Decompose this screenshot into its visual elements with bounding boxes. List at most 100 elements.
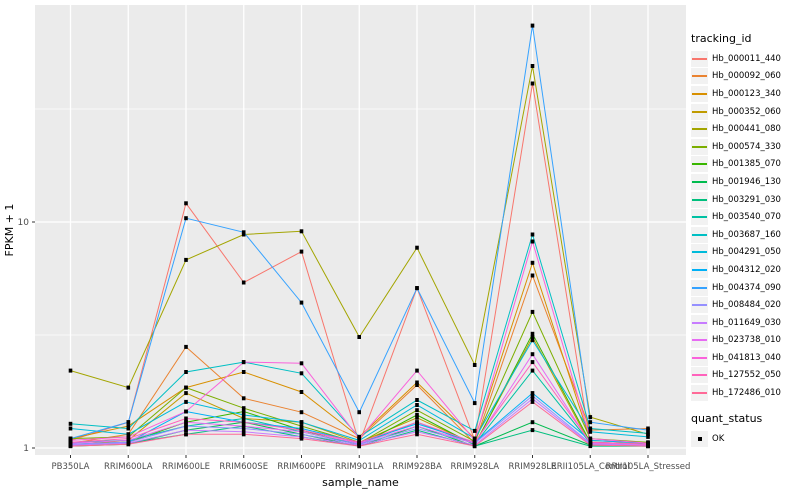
legend-item-label: Hb_023738_010 <box>712 335 781 346</box>
legend-item-label: Hb_001385_070 <box>712 159 781 170</box>
data-point <box>415 415 419 420</box>
data-point <box>184 370 188 374</box>
legend-key-box <box>691 103 708 120</box>
legend-key-box <box>691 156 708 173</box>
data-point <box>530 396 535 401</box>
data-point <box>530 428 535 433</box>
legend-item-label: Hb_008484_020 <box>712 300 781 311</box>
data-point <box>472 363 477 367</box>
series-color-line-icon <box>692 374 707 377</box>
legend-key-box <box>691 244 708 261</box>
series-color-line-icon <box>692 110 707 113</box>
series-color-line-icon <box>692 286 707 289</box>
data-point <box>588 426 593 431</box>
data-point <box>68 421 73 426</box>
data-point <box>646 444 650 449</box>
legend-item-label: Hb_011649_030 <box>712 317 781 328</box>
data-point <box>241 429 246 434</box>
legend-key-box <box>691 314 708 331</box>
legend-item: Hb_000011_440 <box>691 50 799 68</box>
data-point <box>530 260 535 265</box>
data-point <box>126 426 131 431</box>
data-point <box>415 383 419 387</box>
legend-item: Hb_023738_010 <box>691 332 799 350</box>
data-point <box>415 380 419 385</box>
legend-panel: tracking_id Hb_000011_440 Hb_000092_060 Hb… <box>691 28 799 447</box>
data-point <box>472 440 477 445</box>
data-point <box>472 428 477 433</box>
data-point <box>415 403 419 407</box>
series-color-line-icon <box>692 92 707 95</box>
legend-key-box <box>691 226 708 243</box>
series-color-line-icon <box>692 251 707 254</box>
data-point <box>184 385 188 390</box>
data-point <box>530 335 535 339</box>
legend-item-label: Hb_003291_030 <box>712 194 781 205</box>
legend-item-label: Hb_000011_440 <box>712 53 781 64</box>
series-color-line-icon <box>692 392 707 395</box>
series-color-line-icon <box>692 57 707 60</box>
data-point <box>415 398 419 402</box>
series-color-line-icon <box>692 356 707 359</box>
data-point <box>530 399 535 404</box>
legend-section-quant-status: quant_status OK <box>691 408 799 448</box>
data-point <box>646 428 650 433</box>
data-point <box>299 361 304 366</box>
data-point <box>184 409 188 414</box>
y-axis-title: FPKM + 1 <box>3 204 16 257</box>
legend-key-box <box>691 191 708 208</box>
legend-item-label: Hb_000352_060 <box>712 106 781 117</box>
data-point <box>530 232 535 237</box>
legend-item-label: Hb_004291_050 <box>712 247 781 258</box>
series-color-line-icon <box>692 163 707 166</box>
data-point <box>530 368 535 373</box>
data-point <box>357 440 361 445</box>
x-tick-label: RRIM901LA <box>335 462 384 472</box>
data-point <box>299 432 304 437</box>
data-point <box>126 385 131 390</box>
data-point <box>241 396 246 401</box>
legend-item: Hb_001385_070 <box>691 156 799 174</box>
legend-title-quant-status: quant_status <box>691 411 763 425</box>
legend-item: Hb_004312_020 <box>691 261 799 279</box>
legend-key-box <box>691 209 708 226</box>
legend-key-box <box>691 367 708 384</box>
data-point <box>184 420 188 425</box>
x-tick-label: PB350LA <box>52 462 90 472</box>
legend-item: Hb_000574_330 <box>691 138 799 156</box>
data-point <box>530 273 535 278</box>
data-point <box>184 428 188 433</box>
data-point <box>415 420 419 425</box>
data-point <box>241 413 246 417</box>
x-axis-title: sample_name <box>322 476 399 489</box>
data-point <box>241 232 246 237</box>
data-point <box>126 432 131 437</box>
series-color-line-icon <box>692 128 707 131</box>
legend-key-box <box>691 173 708 190</box>
legend-title-tracking-id: tracking_id <box>691 32 752 45</box>
legend-item: Hb_000441_080 <box>691 120 799 138</box>
legend-item-label: Hb_041813_040 <box>712 352 781 363</box>
data-point <box>184 216 188 221</box>
data-point <box>646 434 650 439</box>
legend-item: Hb_172486_010 <box>691 384 799 402</box>
data-point <box>299 428 304 433</box>
data-point <box>530 338 535 343</box>
data-point <box>530 81 535 86</box>
data-point <box>415 432 419 437</box>
series-color-line-icon <box>692 268 707 271</box>
legend-item-label: Hb_004312_020 <box>712 264 781 275</box>
data-point <box>299 436 304 441</box>
data-point <box>299 424 304 429</box>
legend-key-box <box>691 138 708 155</box>
legend-item-label: OK <box>712 433 725 444</box>
legend-key-box <box>691 430 708 447</box>
legend-item-label: Hb_127552_050 <box>712 370 781 381</box>
series-color-line-icon <box>692 198 707 201</box>
data-point <box>126 436 131 441</box>
legend-key-box <box>691 50 708 67</box>
data-point <box>530 360 535 365</box>
legend-item-label: Hb_003687_160 <box>712 229 781 240</box>
data-point <box>415 424 419 429</box>
legend-key-box <box>691 85 708 102</box>
